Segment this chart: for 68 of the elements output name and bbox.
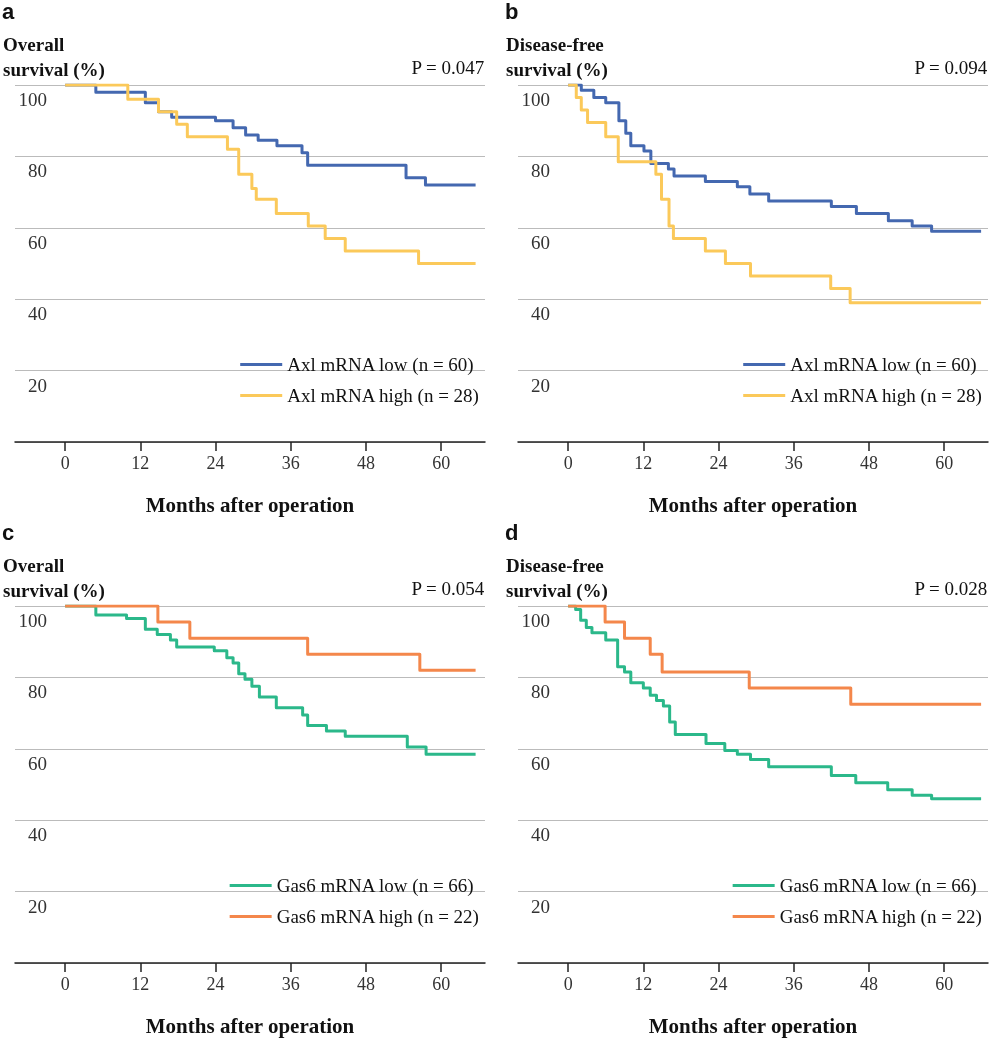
y-axis-title: Disease-free survival (%): [506, 555, 609, 602]
y-tick-label: 20: [28, 374, 47, 396]
y-tick-label: 80: [28, 160, 47, 182]
y-axis-title: Overall survival (%): [3, 34, 105, 81]
x-tick-label: 0: [563, 974, 573, 994]
x-tick-label: 36: [281, 453, 300, 473]
chart-title: b: [505, 0, 519, 24]
x-tick-label: 48: [859, 974, 878, 994]
y-tick-label: 100: [521, 89, 550, 110]
x-tick-label: 0: [563, 453, 573, 473]
x-tick-label: 12: [131, 974, 150, 994]
y-axis-title: Overall survival (%): [3, 555, 105, 602]
legend-label: Gas6 mRNA high (n = 22): [276, 906, 479, 928]
x-tick-label: 12: [634, 974, 653, 994]
x-axis-title: Months after operation: [648, 492, 858, 517]
y-tick-label: 40: [28, 303, 47, 325]
y-tick-label: 40: [531, 303, 550, 325]
x-tick-label: 60: [432, 453, 451, 473]
x-tick-label: 24: [206, 974, 225, 994]
y-tick-label: 100: [18, 610, 47, 631]
chart-title: a: [2, 0, 15, 24]
x-tick-label: 24: [206, 453, 225, 473]
x-tick-label: 60: [432, 974, 451, 994]
y-tick-label: 80: [28, 681, 47, 703]
y-tick-label: 40: [531, 824, 550, 846]
y-tick-label: 100: [521, 610, 550, 631]
text: P = 0.028: [914, 578, 988, 599]
y-tick-label: 60: [531, 752, 550, 774]
chart-title: c: [2, 519, 15, 545]
x-tick-label: 60: [935, 453, 954, 473]
y-tick-label: 40: [28, 824, 47, 846]
x-tick-label: 24: [709, 974, 728, 994]
x-tick-label: 36: [281, 974, 300, 994]
x-tick-label: 36: [784, 453, 803, 473]
legend-label: Gas6 mRNA low (n = 66): [276, 875, 474, 897]
y-axis-title: Disease-free survival (%): [506, 34, 609, 81]
y-tick-label: 80: [531, 681, 550, 703]
x-axis-title: Months after operation: [145, 1013, 355, 1038]
y-tick-label: 100: [18, 89, 47, 110]
x-tick-label: 36: [784, 974, 803, 994]
legend-label: Axl mRNA high (n = 28): [790, 385, 982, 407]
y-tick-label: 60: [28, 752, 47, 774]
x-tick-label: 48: [356, 974, 375, 994]
text: P = 0.054: [411, 578, 485, 599]
y-tick-label: 20: [531, 374, 550, 396]
x-tick-label: 0: [60, 453, 70, 473]
y-tick-label: 60: [28, 231, 47, 253]
x-tick-label: 12: [634, 453, 653, 473]
x-axis-title: Months after operation: [648, 1013, 858, 1038]
y-tick-label: 60: [531, 231, 550, 253]
x-axis-title: Months after operation: [145, 492, 355, 517]
text: P = 0.047: [411, 57, 485, 78]
text: P = 0.094: [914, 57, 988, 78]
chart-title: d: [505, 519, 519, 545]
x-tick-label: 12: [131, 453, 150, 473]
legend-label: Gas6 mRNA low (n = 66): [779, 875, 977, 897]
x-tick-label: 60: [935, 974, 954, 994]
legend-label: Axl mRNA low (n = 60): [790, 354, 977, 376]
y-tick-label: 20: [28, 895, 47, 917]
legend-label: Gas6 mRNA high (n = 22): [779, 906, 982, 928]
y-tick-label: 80: [531, 160, 550, 182]
legend-label: Axl mRNA high (n = 28): [287, 385, 479, 407]
x-tick-label: 0: [60, 974, 70, 994]
legend-label: Axl mRNA low (n = 60): [287, 354, 474, 376]
x-tick-label: 48: [356, 453, 375, 473]
y-tick-label: 20: [531, 895, 550, 917]
x-tick-label: 24: [709, 453, 728, 473]
x-tick-label: 48: [859, 453, 878, 473]
